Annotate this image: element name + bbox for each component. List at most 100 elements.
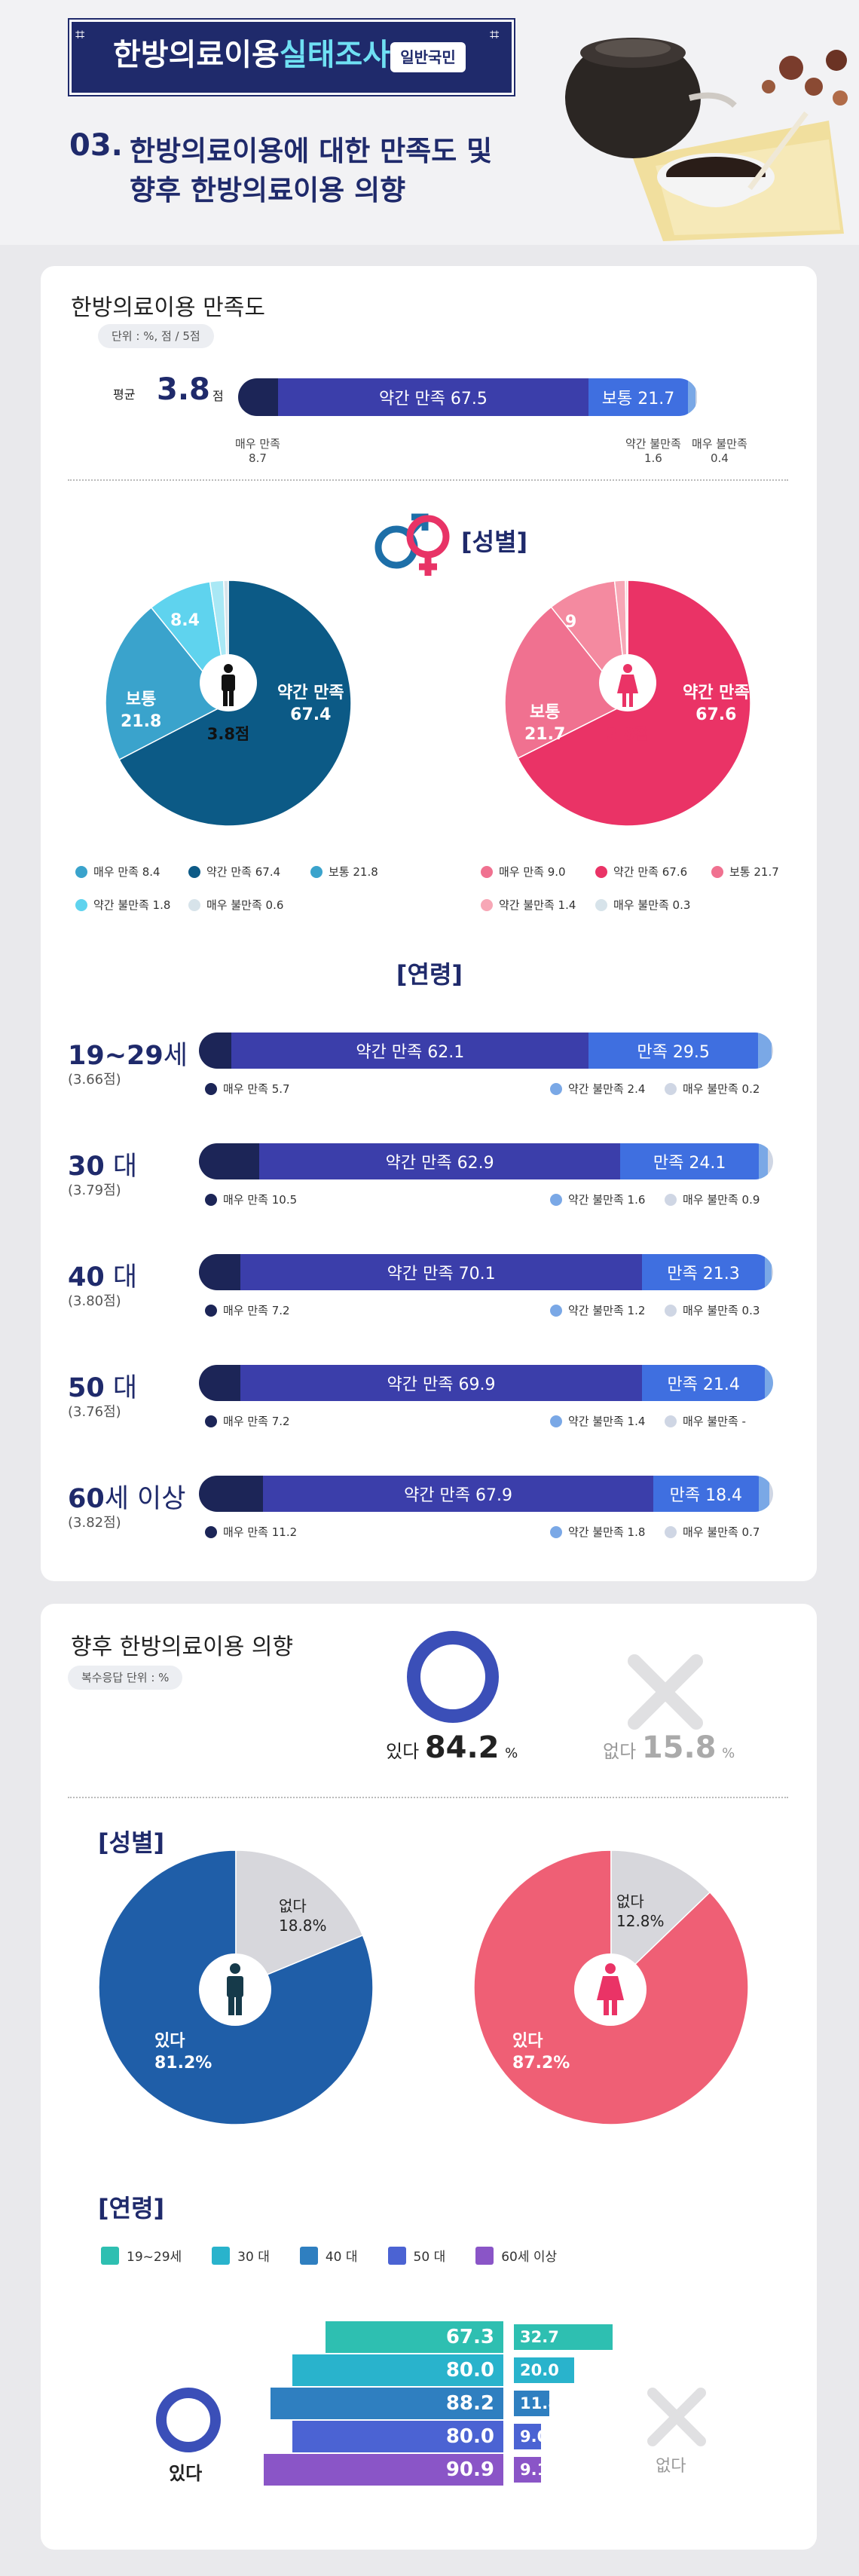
age-row-legend: 매우 불만족 - bbox=[665, 1413, 746, 1429]
age-bar-segment bbox=[199, 1033, 232, 1069]
no-x-icon bbox=[647, 2388, 706, 2446]
herbal-medicine-illustration bbox=[565, 38, 848, 241]
female-person-icon bbox=[597, 1963, 624, 2015]
no-bar: 11.8 bbox=[514, 2391, 559, 2416]
age-row-score: (3.80점) bbox=[68, 1293, 121, 1309]
age-legend: 19~29세 30 대 40 대 50 대 60세 이상 bbox=[101, 2246, 557, 2265]
overall-bar-seg-very-unsat bbox=[695, 378, 698, 416]
intention-age-title: [연령] bbox=[98, 2194, 165, 2223]
age-legend-item: 40 대 bbox=[299, 2246, 358, 2265]
age-bar-segment: 약간 만족 62.1 bbox=[231, 1033, 589, 1069]
female-score: 3.8점 bbox=[606, 725, 650, 743]
age-bar-segment: 만족 24.1 bbox=[620, 1143, 759, 1179]
age-bar-segment: 만족 21.4 bbox=[642, 1365, 766, 1401]
male-legend-normal: 보통 21.8 bbox=[310, 864, 378, 880]
age-bar-segment bbox=[764, 1254, 772, 1290]
age-bar-segment bbox=[758, 1033, 772, 1069]
male-pie-slice-1 bbox=[105, 607, 230, 760]
age-row-score: (3.66점) bbox=[68, 1072, 121, 1088]
female-person-icon bbox=[617, 664, 638, 707]
age-row-legend: 약간 불만족 1.4 bbox=[550, 1413, 645, 1429]
no-bar: 32.7 bbox=[514, 2324, 613, 2350]
age-row-name: 50 대 bbox=[68, 1373, 138, 1403]
age-bar-segment bbox=[769, 1476, 773, 1512]
section-number: 03. bbox=[69, 128, 123, 163]
age-bar-segment: 약간 만족 69.9 bbox=[240, 1365, 643, 1401]
male-legend-unsat: 약간 불만족 1.8 bbox=[75, 897, 170, 913]
overall-bar-seg-sat: 약간 만족 67.5 bbox=[278, 378, 588, 416]
divider bbox=[68, 1797, 788, 1798]
age-row-bar: 약간 만족 67.9 만족 18.4 bbox=[199, 1476, 773, 1512]
male-person-icon bbox=[227, 1963, 243, 2015]
page-header: ⌗ ⌗ 한방의료이용실태조사 일반국민 03. 한방의료이용에 대한 만족도 및… bbox=[0, 0, 859, 245]
female-legend-sat: 약간 만족 67.6 bbox=[595, 864, 687, 880]
average-label: 평균 bbox=[113, 387, 136, 402]
age-legend-item: 60세 이상 bbox=[475, 2246, 557, 2265]
age-bar-segment: 약간 만족 67.9 bbox=[263, 1476, 653, 1512]
male-yn-slice-1 bbox=[235, 1849, 364, 1989]
age-bar-segment: 만족 21.3 bbox=[642, 1254, 765, 1290]
average-value: 3.8 bbox=[157, 372, 210, 407]
male-sat-pie-label: 약간 만족 67.4 bbox=[277, 684, 344, 724]
age-row-name: 19~29세 bbox=[68, 1041, 188, 1071]
age-row-score: (3.76점) bbox=[68, 1404, 121, 1420]
female-no-label: 없다 12.8% bbox=[616, 1892, 665, 1930]
age-row-legend: 매우 만족 7.2 bbox=[205, 1413, 290, 1429]
yes-bar: 67.3 bbox=[326, 2321, 503, 2353]
age-row-legend: 매우 만족 7.2 bbox=[205, 1302, 290, 1318]
title-badge: 일반국민 bbox=[390, 42, 466, 72]
male-person-icon bbox=[222, 664, 235, 706]
overall-yes: 있다 84.2 % bbox=[386, 1730, 518, 1765]
age-bar-segment bbox=[199, 1365, 240, 1401]
overall-bar-seg-very-sat bbox=[238, 378, 279, 416]
age-bar-segment bbox=[758, 1143, 769, 1179]
age-row-legend: 매우 만족 11.2 bbox=[205, 1524, 297, 1540]
satisfaction-title: 한방의료이용 만족도 bbox=[71, 295, 265, 321]
yes-bar: 80.0 bbox=[292, 2421, 503, 2452]
gender-title: [성별] bbox=[461, 528, 528, 556]
age-row-legend: 매우 만족 5.7 bbox=[205, 1081, 290, 1097]
male-legend-sat: 약간 만족 67.4 bbox=[188, 864, 280, 880]
very-sat-label: 매우 만족 8.7 bbox=[235, 437, 280, 465]
age-row-bar: 약간 만족 62.9 만족 24.1 bbox=[199, 1143, 773, 1179]
male-no-label: 없다 18.8% bbox=[279, 1897, 327, 1935]
age-bar-segment: 약간 만족 70.1 bbox=[240, 1254, 643, 1290]
no-label: 없다 bbox=[656, 2457, 686, 2476]
age-row-bar: 약간 만족 62.1 만족 29.5 bbox=[199, 1033, 773, 1069]
yes-bar: 90.9 bbox=[263, 2454, 503, 2486]
overall-bar-seg-unsat bbox=[688, 378, 695, 416]
no-bar: 9.0 bbox=[514, 2424, 548, 2449]
very-unsat-label: 매우 불만족 0.4 bbox=[692, 437, 747, 465]
age-bar-segment: 만족 18.4 bbox=[653, 1476, 759, 1512]
corner-ornament-icon: ⌗ bbox=[490, 26, 500, 44]
male-normal-pie-label: 보통 21.8 bbox=[121, 690, 162, 731]
age-bar-segment bbox=[771, 1254, 773, 1290]
female-legend-very-unsat: 매우 불만족 0.3 bbox=[595, 897, 690, 913]
report-title: 한방의료이용실태조사 bbox=[113, 38, 391, 72]
age-bar-segment bbox=[199, 1476, 264, 1512]
yes-circle-icon bbox=[156, 2388, 221, 2452]
age-row-name: 40 대 bbox=[68, 1262, 138, 1293]
age-row-score: (3.79점) bbox=[68, 1182, 121, 1198]
age-row-legend: 약간 불만족 1.8 bbox=[550, 1524, 645, 1540]
age-row-legend: 매우 불만족 0.7 bbox=[665, 1524, 760, 1540]
age-bar-segment: 약간 만족 62.9 bbox=[259, 1143, 621, 1179]
male-yes-label: 있다 81.2% bbox=[154, 2032, 212, 2073]
intention-title: 향후 한방의료이용 의향 bbox=[71, 1634, 294, 1660]
yes-circle-icon bbox=[407, 1631, 499, 1723]
age-title: [연령] bbox=[396, 960, 463, 989]
overall-satisfaction-bar: 약간 만족 67.5 보통 21.7 bbox=[238, 378, 698, 416]
age-row-name: 30 대 bbox=[68, 1152, 138, 1182]
female-yn-slice-1 bbox=[610, 1849, 711, 1989]
age-row-legend: 매우 불만족 0.2 bbox=[665, 1081, 760, 1097]
age-bar-segment bbox=[765, 1365, 773, 1401]
male-legend-very-sat: 매우 만족 8.4 bbox=[75, 864, 160, 880]
age-bar-segment bbox=[768, 1143, 773, 1179]
age-row-score: (3.82점) bbox=[68, 1515, 121, 1531]
overall-bar-seg-normal: 보통 21.7 bbox=[588, 378, 689, 416]
female-legend-normal: 보통 21.7 bbox=[711, 864, 779, 880]
female-legend-very-sat: 매우 만족 9.0 bbox=[481, 864, 566, 880]
age-legend-item: 50 대 bbox=[387, 2246, 445, 2265]
corner-ornament-icon: ⌗ bbox=[75, 26, 85, 44]
age-bar-segment bbox=[199, 1143, 259, 1179]
